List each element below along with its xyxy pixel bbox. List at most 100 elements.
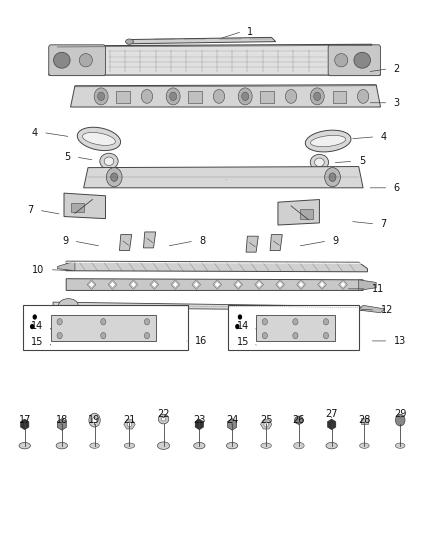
- Polygon shape: [195, 419, 204, 430]
- Circle shape: [106, 167, 122, 187]
- Text: 15: 15: [237, 337, 250, 347]
- Text: 24: 24: [226, 415, 238, 425]
- Bar: [228, 305, 359, 351]
- Circle shape: [238, 314, 242, 320]
- Polygon shape: [171, 280, 180, 289]
- Polygon shape: [124, 420, 135, 429]
- Text: 9: 9: [62, 236, 68, 246]
- Text: 28: 28: [358, 415, 371, 425]
- Text: 11: 11: [372, 284, 384, 294]
- Circle shape: [57, 333, 62, 339]
- Circle shape: [262, 319, 268, 325]
- Ellipse shape: [79, 54, 92, 67]
- Bar: [117, 91, 131, 103]
- Text: 14: 14: [237, 321, 250, 331]
- Polygon shape: [276, 280, 285, 289]
- Polygon shape: [21, 419, 29, 430]
- Text: 15: 15: [31, 337, 43, 347]
- Circle shape: [264, 422, 268, 427]
- FancyBboxPatch shape: [49, 45, 106, 76]
- Ellipse shape: [360, 443, 369, 448]
- Circle shape: [170, 92, 177, 101]
- Circle shape: [101, 319, 106, 325]
- Polygon shape: [53, 302, 372, 311]
- Polygon shape: [311, 135, 346, 147]
- Polygon shape: [359, 305, 385, 313]
- Polygon shape: [57, 418, 67, 430]
- Text: 5: 5: [359, 156, 365, 166]
- Ellipse shape: [314, 158, 324, 166]
- Polygon shape: [340, 281, 346, 288]
- Polygon shape: [246, 236, 258, 252]
- Polygon shape: [71, 85, 381, 107]
- Text: 5: 5: [64, 152, 71, 162]
- Ellipse shape: [124, 443, 135, 448]
- Ellipse shape: [226, 442, 238, 449]
- Polygon shape: [144, 232, 155, 248]
- Polygon shape: [84, 166, 363, 188]
- Polygon shape: [213, 280, 222, 289]
- Circle shape: [166, 88, 180, 105]
- Polygon shape: [57, 261, 75, 271]
- Circle shape: [323, 319, 328, 325]
- Polygon shape: [87, 280, 96, 289]
- Text: 1: 1: [247, 27, 254, 37]
- Bar: [188, 91, 202, 103]
- Ellipse shape: [126, 39, 134, 44]
- Polygon shape: [261, 420, 272, 429]
- Bar: [51, 316, 155, 341]
- Polygon shape: [305, 130, 351, 152]
- Circle shape: [238, 88, 252, 105]
- Text: 22: 22: [157, 409, 170, 419]
- Polygon shape: [270, 235, 283, 251]
- Bar: [256, 316, 335, 341]
- Polygon shape: [298, 281, 304, 288]
- Polygon shape: [150, 280, 159, 289]
- Circle shape: [242, 92, 249, 101]
- Ellipse shape: [194, 442, 205, 449]
- Text: 19: 19: [88, 415, 101, 425]
- Bar: [22, 305, 188, 351]
- Polygon shape: [88, 281, 95, 288]
- Polygon shape: [214, 281, 220, 288]
- Ellipse shape: [261, 443, 272, 448]
- Polygon shape: [172, 281, 178, 288]
- Bar: [361, 418, 368, 424]
- Polygon shape: [318, 280, 326, 289]
- Text: 4: 4: [381, 132, 387, 142]
- Polygon shape: [77, 127, 120, 150]
- Circle shape: [314, 92, 321, 101]
- Circle shape: [57, 319, 62, 325]
- Ellipse shape: [354, 52, 371, 68]
- Ellipse shape: [161, 417, 166, 421]
- Polygon shape: [359, 280, 376, 290]
- Circle shape: [213, 90, 225, 103]
- Ellipse shape: [53, 52, 70, 68]
- Polygon shape: [66, 261, 367, 272]
- Circle shape: [325, 167, 340, 187]
- Circle shape: [141, 90, 152, 103]
- Ellipse shape: [157, 442, 170, 449]
- Text: 7: 7: [27, 205, 33, 215]
- Text: 21: 21: [124, 415, 136, 425]
- Bar: [332, 91, 346, 103]
- Polygon shape: [64, 193, 106, 219]
- Circle shape: [262, 333, 268, 339]
- Polygon shape: [108, 280, 117, 289]
- Polygon shape: [110, 281, 116, 288]
- Polygon shape: [131, 281, 137, 288]
- Circle shape: [235, 324, 240, 329]
- Text: 3: 3: [394, 98, 400, 108]
- Circle shape: [101, 333, 106, 339]
- Circle shape: [329, 173, 336, 181]
- Polygon shape: [297, 280, 305, 289]
- Polygon shape: [319, 281, 325, 288]
- Polygon shape: [339, 280, 347, 289]
- Text: 7: 7: [381, 219, 387, 229]
- Text: 26: 26: [293, 415, 305, 425]
- Polygon shape: [82, 133, 115, 146]
- Circle shape: [92, 417, 97, 423]
- Polygon shape: [66, 279, 363, 290]
- Text: 8: 8: [199, 236, 205, 246]
- Text: 10: 10: [32, 265, 44, 274]
